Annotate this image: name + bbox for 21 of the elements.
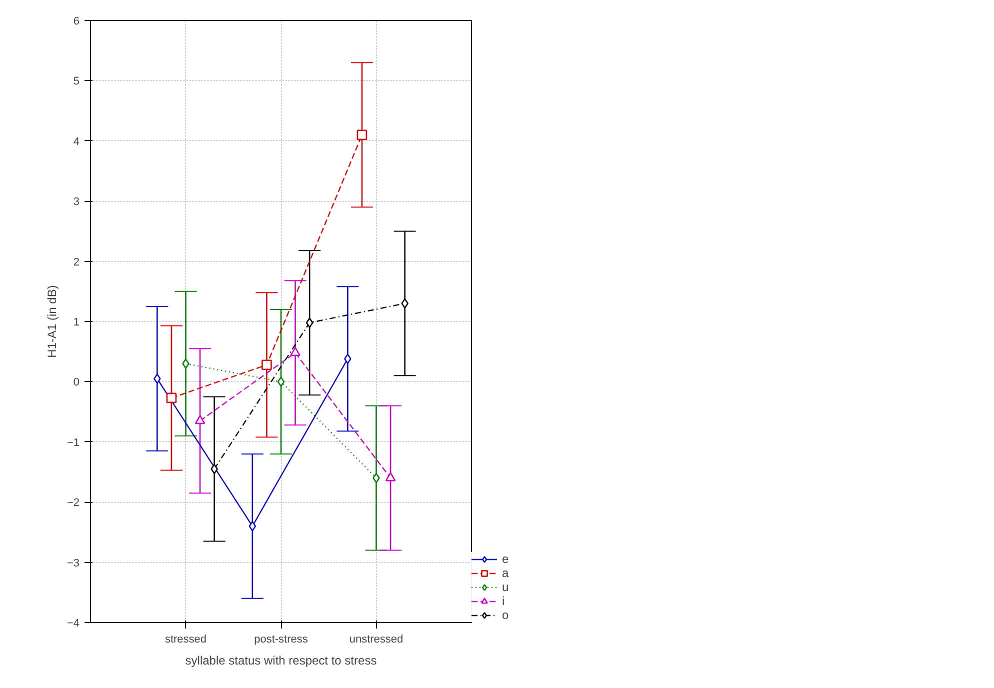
x-tick-label: stressed bbox=[164, 634, 207, 646]
y-tick-label: 0 bbox=[73, 376, 80, 389]
legend-label: u bbox=[502, 580, 510, 594]
y-axis-title: H1-A1 (in dB) bbox=[44, 285, 59, 358]
x-axis-title: syllable status with respect to stress bbox=[185, 654, 377, 668]
y-tick-label: −3 bbox=[66, 557, 80, 570]
y-tick-label: −2 bbox=[66, 497, 80, 510]
legend-label: e bbox=[502, 552, 510, 566]
y-tick-label: −1 bbox=[66, 436, 80, 449]
y-tick-label: 2 bbox=[73, 256, 80, 268]
legend-label: a bbox=[502, 566, 510, 580]
y-tick-label: 3 bbox=[73, 196, 80, 208]
y-tick-label: 6 bbox=[73, 16, 80, 28]
legend-label: i bbox=[502, 594, 506, 608]
y-tick-label: −4 bbox=[66, 618, 80, 630]
x-tick-label: post-stress bbox=[254, 634, 308, 646]
y-tick-label: 5 bbox=[73, 76, 80, 88]
y-tick-label: 4 bbox=[73, 136, 80, 148]
y-tick-label: 1 bbox=[73, 316, 80, 328]
x-tick-label: unstressed bbox=[349, 634, 404, 646]
legend-label: o bbox=[502, 608, 510, 622]
